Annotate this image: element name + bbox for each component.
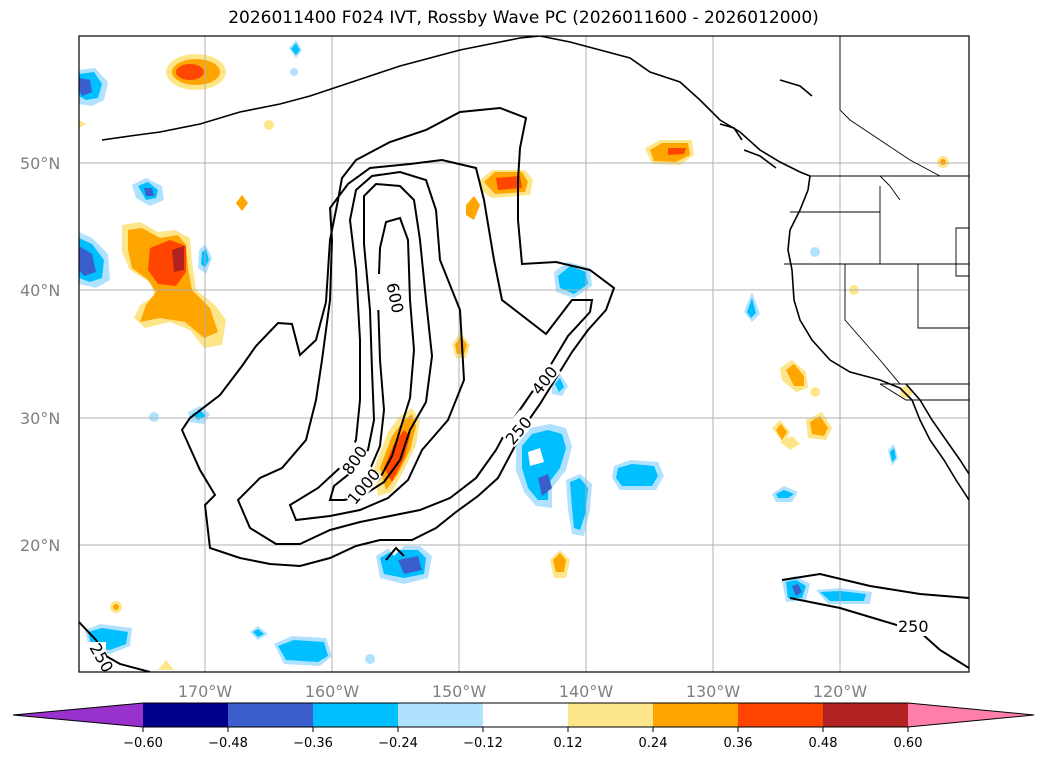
colorbar-segment [483, 703, 568, 727]
latitude-labels: 50°N 40°N 30°N 20°N [20, 154, 60, 555]
lon-label-120w: 120°W [813, 682, 868, 701]
longitude-labels: 170°W 160°W 150°W 140°W 130°W 120°W [178, 682, 868, 701]
political-borders [784, 36, 969, 401]
colorbar: −0.60 −0.48 −0.36 −0.24 −0.12 0.12 0.24 0.36 0.4… [12, 702, 1035, 751]
map-area: 600 800 1000 400 250 250 250 [79, 36, 969, 672]
lat-label-20n: 20°N [20, 536, 60, 555]
colorbar-tick-label: 0.36 [724, 736, 753, 751]
colorbar-tick-label: 0.12 [554, 736, 583, 751]
colorbar-extend-high [908, 703, 1034, 727]
lon-label-130w: 130°W [686, 682, 741, 701]
colorbar-segment [653, 703, 738, 727]
colorbar-segment [738, 703, 823, 727]
lat-label-30n: 30°N [20, 409, 60, 428]
colorbar-segment [313, 703, 398, 727]
lon-label-150w: 150°W [432, 682, 487, 701]
lat-label-50n: 50°N [20, 154, 60, 173]
colorbar-tick-label: −0.60 [123, 736, 163, 751]
colorbar-tick-label: 0.60 [894, 736, 923, 751]
colorbar-tick-label: −0.36 [293, 736, 333, 751]
lon-label-170w: 170°W [178, 682, 233, 701]
contour-label-250-right: 250 [898, 617, 929, 636]
colorbar-tick-label: 0.48 [809, 736, 838, 751]
colorbar-segment [143, 703, 228, 727]
colorbar-extend-low [13, 703, 143, 727]
colorbar-tick-label: −0.12 [463, 736, 503, 751]
colorbar-segment [398, 703, 483, 727]
colorbar-tick-label: 0.24 [639, 736, 668, 751]
colorbar-tick-label: −0.48 [208, 736, 248, 751]
lat-label-40n: 40°N [20, 281, 60, 300]
lon-label-140w: 140°W [559, 682, 614, 701]
lon-label-160w: 160°W [305, 682, 360, 701]
coastlines [101, 36, 969, 501]
positive-anomaly-blobs [79, 54, 949, 670]
colorbar-tick-label: −0.24 [378, 736, 418, 751]
colorbar-segment [228, 703, 313, 727]
map-title: 2026011400 F024 IVT, Rossby Wave PC (202… [228, 8, 819, 28]
colorbar-segment [823, 703, 908, 727]
colorbar-segment [568, 703, 653, 727]
map-frame [78, 35, 970, 673]
